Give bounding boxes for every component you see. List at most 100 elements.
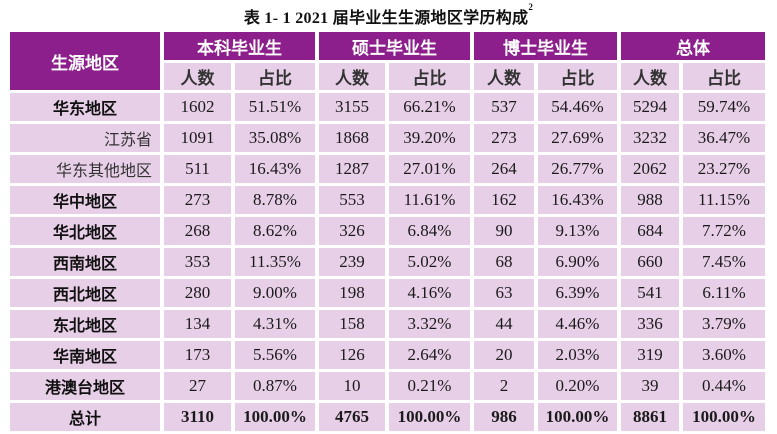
footnote-marker: 2: [528, 2, 534, 12]
region-label: 华北地区: [10, 217, 160, 245]
ratio-cell: 3.60%: [683, 341, 765, 369]
count-cell: 134: [164, 310, 231, 338]
region-education-table: 生源地区 本科毕业生 硕士毕业生 博士毕业生 总体 人数 占比 人数 占比 人数…: [6, 29, 769, 434]
count-cell: 44: [474, 310, 534, 338]
sub-header-ratio: 占比: [683, 63, 765, 90]
count-cell: 1091: [164, 124, 231, 152]
count-cell: 3232: [621, 124, 679, 152]
header-row-sub: 人数 占比 人数 占比 人数 占比 人数 占比: [10, 63, 765, 90]
ratio-cell: 6.11%: [683, 279, 765, 307]
ratio-cell: 3.32%: [389, 310, 470, 338]
ratio-cell: 11.61%: [389, 186, 470, 214]
count-cell: 336: [621, 310, 679, 338]
ratio-cell: 54.46%: [538, 93, 617, 121]
count-cell: 2062: [621, 155, 679, 183]
count-cell: 63: [474, 279, 534, 307]
ratio-cell: 6.39%: [538, 279, 617, 307]
ratio-cell: 0.44%: [683, 372, 765, 400]
region-label: 西南地区: [10, 248, 160, 276]
ratio-cell: 7.72%: [683, 217, 765, 245]
region-label: 西北地区: [10, 279, 160, 307]
count-cell: 1287: [319, 155, 385, 183]
ratio-cell: 66.21%: [389, 93, 470, 121]
region-label: 江苏省: [10, 124, 160, 152]
count-cell: 537: [474, 93, 534, 121]
ratio-cell: 16.43%: [538, 186, 617, 214]
region-header: 生源地区: [10, 32, 160, 90]
count-cell: 126: [319, 341, 385, 369]
ratio-cell: 4.31%: [235, 310, 315, 338]
table-row: 江苏省 1091 35.08% 1868 39.20% 273 27.69% 3232 36.4…: [10, 124, 765, 152]
ratio-cell: 36.47%: [683, 124, 765, 152]
count-cell: 660: [621, 248, 679, 276]
ratio-cell: 35.08%: [235, 124, 315, 152]
ratio-cell: 9.13%: [538, 217, 617, 245]
count-cell: 264: [474, 155, 534, 183]
count-cell: 684: [621, 217, 679, 245]
ratio-cell: 0.87%: [235, 372, 315, 400]
count-cell: 173: [164, 341, 231, 369]
ratio-cell: 11.35%: [235, 248, 315, 276]
ratio-cell: 0.21%: [389, 372, 470, 400]
region-label: 港澳台地区: [10, 372, 160, 400]
count-cell: 541: [621, 279, 679, 307]
ratio-cell: 23.27%: [683, 155, 765, 183]
count-cell: 90: [474, 217, 534, 245]
count-cell: 2: [474, 372, 534, 400]
count-cell: 20: [474, 341, 534, 369]
ratio-cell: 27.01%: [389, 155, 470, 183]
ratio-cell: 6.84%: [389, 217, 470, 245]
count-cell: 3110: [164, 403, 231, 431]
ratio-cell: 8.78%: [235, 186, 315, 214]
count-cell: 158: [319, 310, 385, 338]
table-title: 表 1- 1 2021 届毕业生生源地区学历构成2: [0, 2, 777, 28]
ratio-cell: 27.69%: [538, 124, 617, 152]
count-cell: 268: [164, 217, 231, 245]
count-cell: 986: [474, 403, 534, 431]
table-row: 港澳台地区 27 0.87% 10 0.21% 2 0.20% 39 0.44%: [10, 372, 765, 400]
count-cell: 511: [164, 155, 231, 183]
ratio-cell: 3.79%: [683, 310, 765, 338]
table-row: 华东其他地区 511 16.43% 1287 27.01% 264 26.77% 2062 23…: [10, 155, 765, 183]
count-cell: 273: [164, 186, 231, 214]
group-header-doctor: 博士毕业生: [474, 32, 617, 60]
table-row: 东北地区 134 4.31% 158 3.32% 44 4.46% 336 3.79%: [10, 310, 765, 338]
count-cell: 239: [319, 248, 385, 276]
region-label: 华中地区: [10, 186, 160, 214]
ratio-cell: 4.16%: [389, 279, 470, 307]
table-row: 华中地区 273 8.78% 553 11.61% 162 16.43% 988 11.15%: [10, 186, 765, 214]
table-row: 西南地区 353 11.35% 239 5.02% 68 6.90% 660 7.45%: [10, 248, 765, 276]
group-header-bachelor: 本科毕业生: [164, 32, 315, 60]
region-label: 总计: [10, 403, 160, 431]
table-row: 华北地区 268 8.62% 326 6.84% 90 9.13% 684 7.72%: [10, 217, 765, 245]
ratio-cell: 11.15%: [683, 186, 765, 214]
table-row: 华东地区 1602 51.51% 3155 66.21% 537 54.46% 5294 59.…: [10, 93, 765, 121]
group-header-master: 硕士毕业生: [319, 32, 470, 60]
table-row: 西北地区 280 9.00% 198 4.16% 63 6.39% 541 6.11%: [10, 279, 765, 307]
count-cell: 5294: [621, 93, 679, 121]
count-cell: 1602: [164, 93, 231, 121]
ratio-cell: 16.43%: [235, 155, 315, 183]
table-title-text: 表 1- 1 2021 届毕业生生源地区学历构成: [243, 10, 529, 27]
table-row: 华南地区 173 5.56% 126 2.64% 20 2.03% 319 3.60%: [10, 341, 765, 369]
sub-header-count: 人数: [164, 63, 231, 90]
count-cell: 68: [474, 248, 534, 276]
ratio-cell: 39.20%: [389, 124, 470, 152]
ratio-cell: 6.90%: [538, 248, 617, 276]
ratio-cell: 2.03%: [538, 341, 617, 369]
count-cell: 273: [474, 124, 534, 152]
count-cell: 988: [621, 186, 679, 214]
count-cell: 27: [164, 372, 231, 400]
header-row-groups: 生源地区 本科毕业生 硕士毕业生 博士毕业生 总体: [10, 32, 765, 90]
group-header-overall: 总体: [621, 32, 765, 60]
ratio-cell: 51.51%: [235, 93, 315, 121]
region-label: 东北地区: [10, 310, 160, 338]
sub-header-ratio: 占比: [235, 63, 315, 90]
count-cell: 326: [319, 217, 385, 245]
sub-header-count: 人数: [474, 63, 534, 90]
sub-header-ratio: 占比: [538, 63, 617, 90]
count-cell: 553: [319, 186, 385, 214]
ratio-cell: 100.00%: [683, 403, 765, 431]
count-cell: 3155: [319, 93, 385, 121]
ratio-cell: 8.62%: [235, 217, 315, 245]
